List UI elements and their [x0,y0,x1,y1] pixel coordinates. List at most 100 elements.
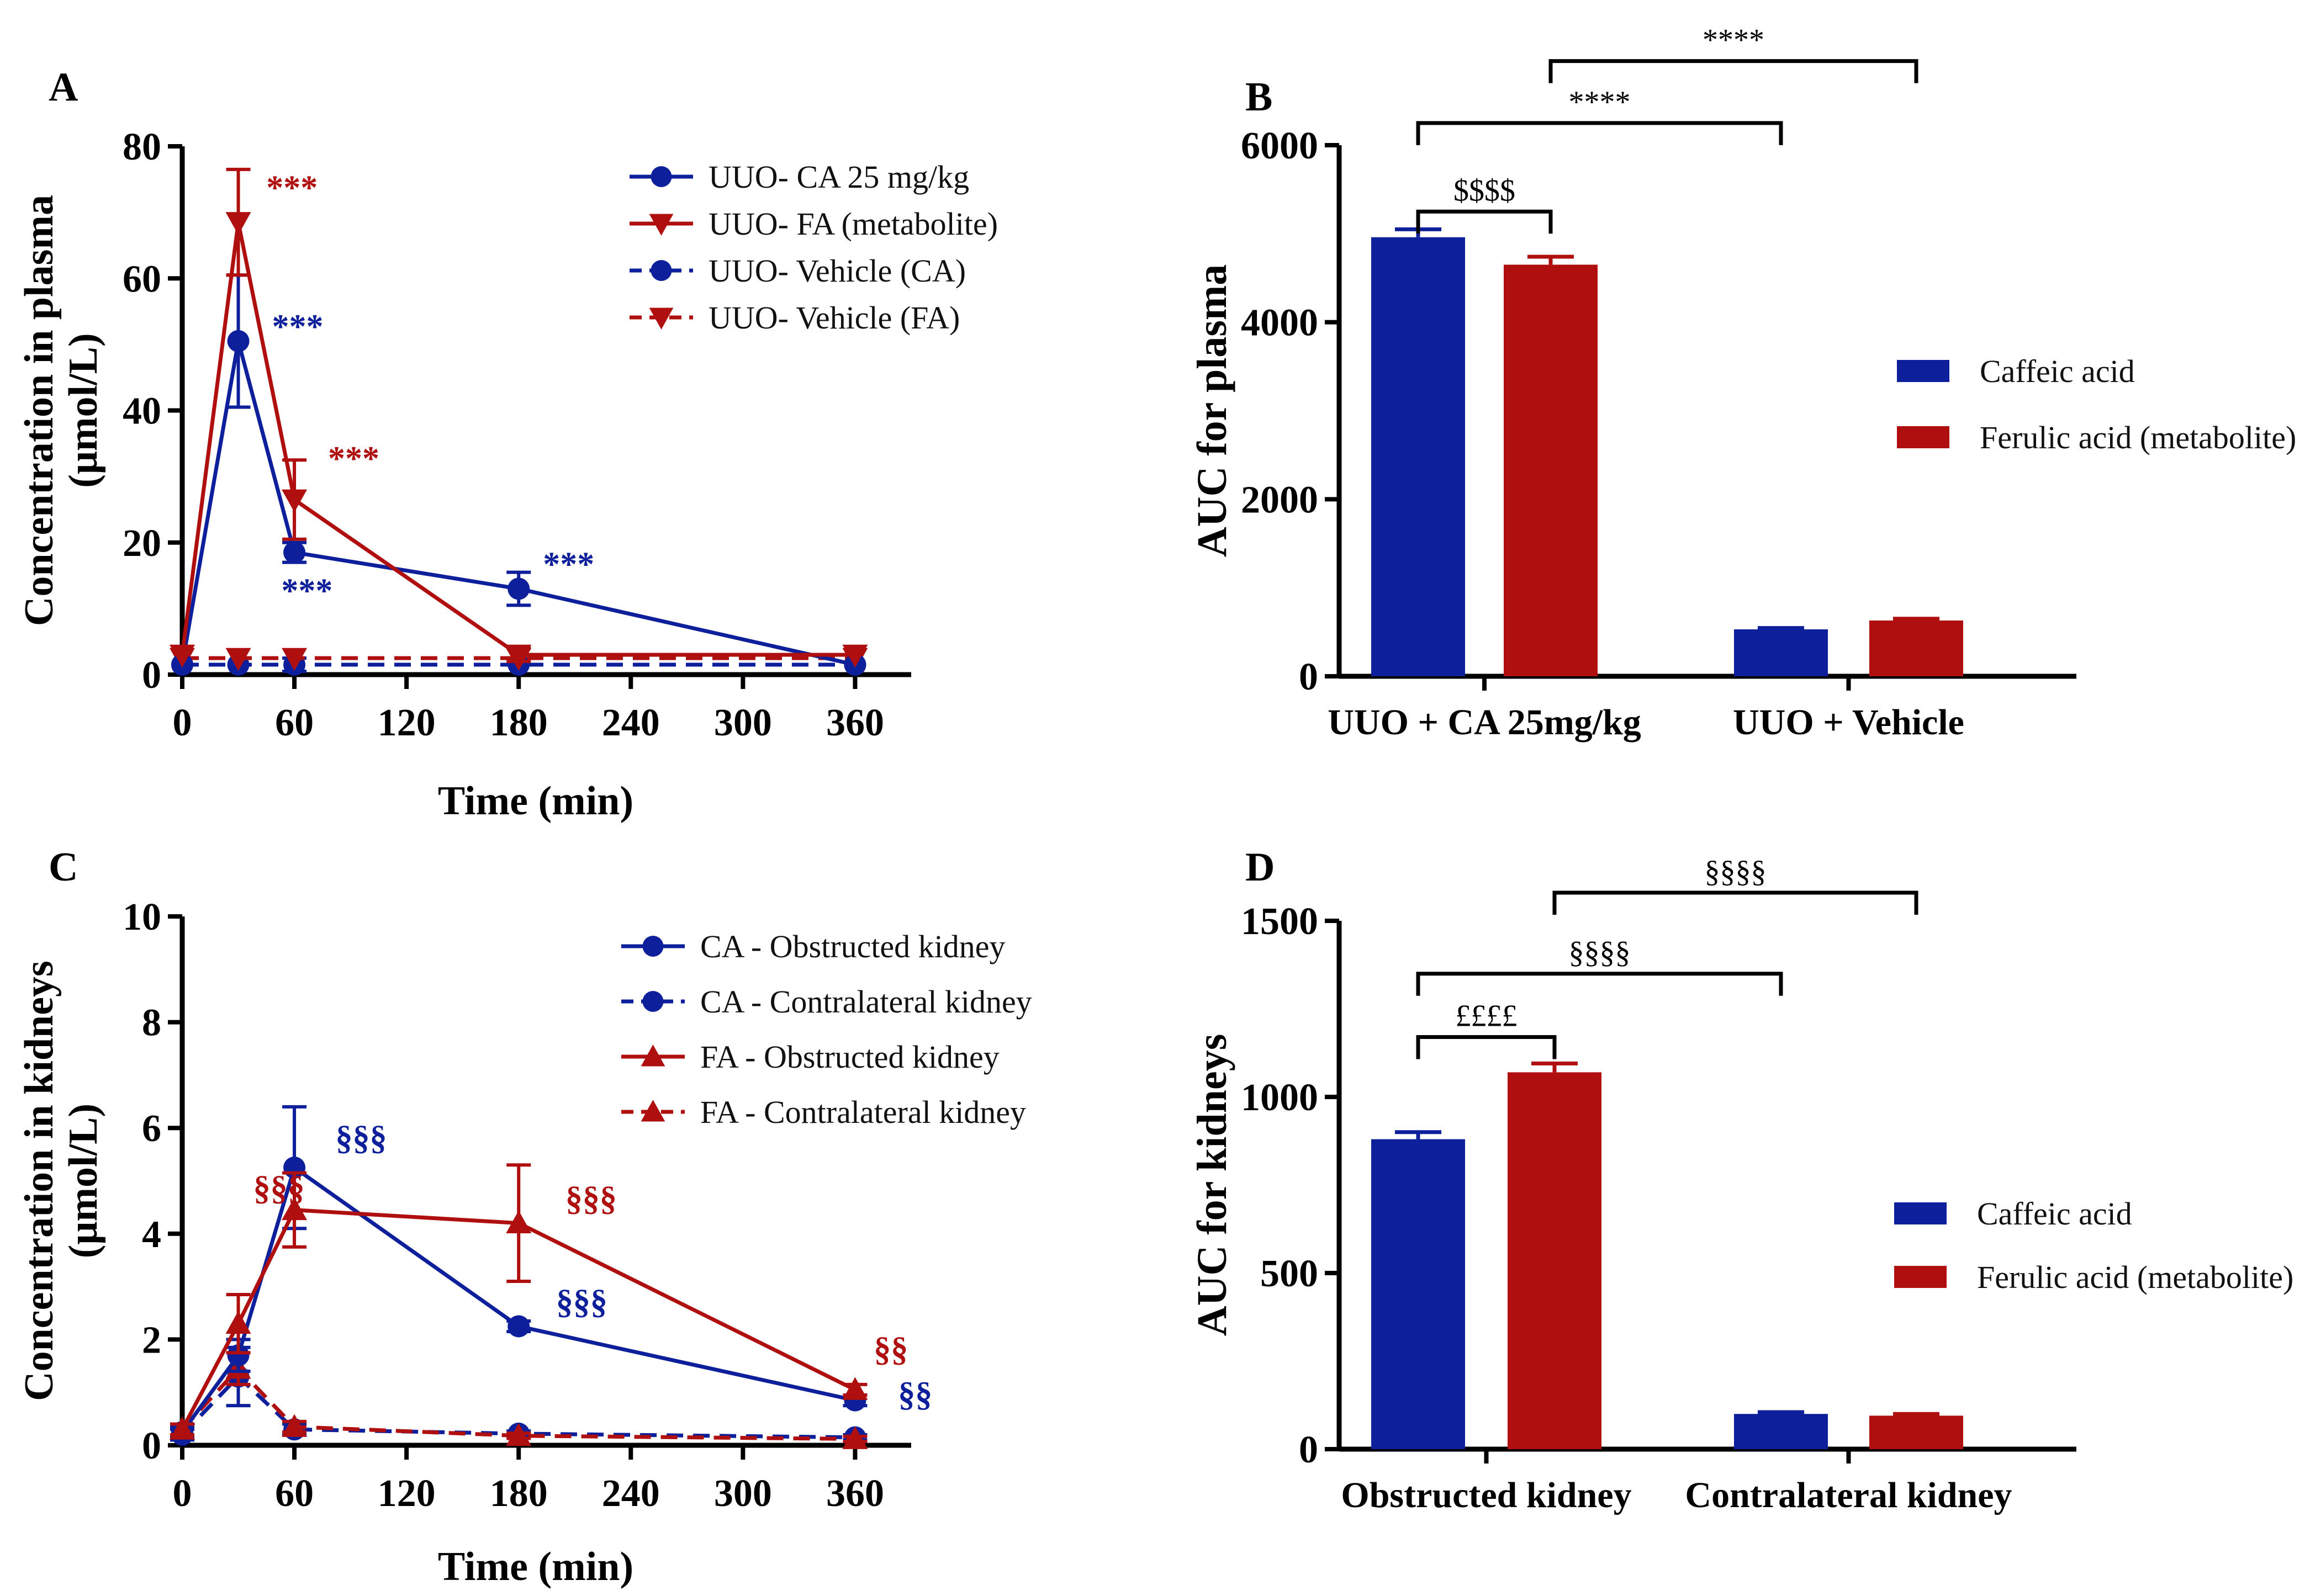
significance-label: §§§ [336,1120,387,1157]
data-point [506,1423,532,1446]
legend-marker [649,214,674,236]
y-tick-label: 0 [142,654,161,697]
y-tick-label: 2000 [1241,479,1318,521]
bar [1869,620,1963,676]
x-tick-label: 240 [602,702,660,744]
legend-label: CA - Obstructed kidney [700,929,1006,964]
y-axis-title: Concentration in kidneys [17,961,62,1401]
y-tick-label: 40 [123,390,161,433]
legend-label: CA - Contralateral kidney [700,984,1032,1020]
y-tick-label: 10 [123,896,161,938]
significance-bracket: §§§§ [1552,855,1918,915]
bracket-label: ££££ [1456,999,1518,1033]
x-tick-label: 360 [826,1472,884,1515]
panel-letter: A [49,65,78,110]
x-tick-label: 120 [378,702,436,744]
legend-marker [641,1044,665,1067]
bracket-label: §§§§ [1705,855,1767,889]
series-4 [170,1351,868,1449]
legend: CA - Obstructed kidney CA - Contralateral… [621,929,1032,1130]
y-tick-label: 2 [142,1319,161,1361]
bracket-label: **** [1703,23,1764,57]
bar [1869,1415,1963,1449]
data-point [170,644,195,668]
data-point [225,1311,251,1334]
bracket-line [1416,209,1553,234]
x-tick-label: 60 [275,1472,314,1515]
data-point [282,648,308,671]
panel-letter: C [49,845,78,890]
legend-label: Ferulic acid (metabolite) [1980,420,2296,455]
legend-marker [649,307,674,330]
panel-c-chart: C 0 2 4 6 8 10 0 60 120 180 240 300 360 Time (min) Conc… [17,845,1032,1589]
panel-letter: B [1245,75,1272,120]
series-line [180,340,856,667]
category-label: UUO + CA 25mg/kg [1328,702,1641,743]
legend-marker [641,1100,665,1122]
bracket-line [1416,1035,1557,1059]
legend-label: UUO- Vehicle (CA) [709,253,966,289]
y-tick-label: 6000 [1241,125,1318,167]
bracket-line [1548,59,1918,83]
y-axis-unit: (μmol/L) [61,1104,106,1258]
y-tick-label: 0 [142,1425,161,1467]
significance-bracket: ££££ [1416,999,1557,1059]
y-axis-unit: (μmol/L) [61,333,106,487]
data-point [506,644,532,668]
legend-label: FA - Contralateral kidney [700,1094,1026,1130]
legend-marker [651,260,672,281]
y-tick-label: 1500 [1241,900,1318,943]
legend-swatch [1897,426,1949,448]
category-label: Obstructed kidney [1341,1475,1631,1515]
bar [1734,1414,1828,1449]
y-tick-label: 500 [1260,1253,1318,1295]
series-3 [170,1163,868,1440]
y-axis-title: Concentration in plasma [17,195,62,626]
bar [1734,629,1828,676]
bar [1504,264,1598,676]
bracket-line [1552,890,1918,915]
bracket-line [1416,972,1783,996]
data-point [842,1377,868,1400]
y-tick-label: 6 [142,1107,161,1150]
x-axis-title: Time (min) [438,1544,633,1589]
panel-b-chart: B 0 2000 4000 6000 AUC for plasma UUO + CA 25m… [1189,23,2296,743]
significance-label: *** [543,546,594,584]
legend: Caffeic acid Ferulic acid (metabolite) [1897,353,2296,455]
significance-bracket: **** [1416,85,1783,145]
legend-marker [642,991,664,1012]
x-tick-label: 240 [602,1472,660,1515]
data-point [225,212,251,235]
legend-swatch [1894,1266,1947,1288]
category-label: UUO + Vehicle [1733,702,1964,743]
data-point [227,330,250,352]
y-axis-title: AUC for kidneys [1189,1034,1235,1337]
bar [1371,1139,1465,1449]
legend-label: Ferulic acid (metabolite) [1977,1259,2293,1295]
data-point [282,1414,308,1437]
panel-d-chart: D 0 500 1000 1500 AUC for kidneys Obstructed k… [1189,845,2293,1515]
significance-label: *** [266,169,318,207]
bracket-label: §§§§ [1569,936,1631,970]
x-tick-label: 180 [490,702,548,744]
bar [1371,237,1465,676]
bracket-label: **** [1569,85,1631,119]
x-tick-label: 0 [173,1472,192,1515]
legend-label: FA - Obstructed kidney [700,1039,1000,1075]
panel-a-chart: A 0 20 40 60 80 0 60 120 180 240 300 360 Time (min) Co… [17,65,998,824]
legend-label: Caffeic acid [1977,1196,2132,1232]
significance-label: §§§ [253,1170,305,1207]
legend-label: UUO- FA (metabolite) [709,206,998,242]
significance-label: *** [328,440,379,478]
y-tick-label: 4000 [1241,302,1318,344]
y-axis-title: AUC for plasma [1189,264,1235,558]
data-point [283,541,306,564]
significance-label: §§§ [565,1180,617,1218]
legend-marker [642,936,664,957]
x-axis-title: Time (min) [438,778,633,824]
data-point [227,1344,250,1367]
significance-label: §§§ [556,1284,607,1321]
significance-bracket: §§§§ [1416,936,1783,996]
legend-label: Caffeic acid [1980,353,2135,389]
